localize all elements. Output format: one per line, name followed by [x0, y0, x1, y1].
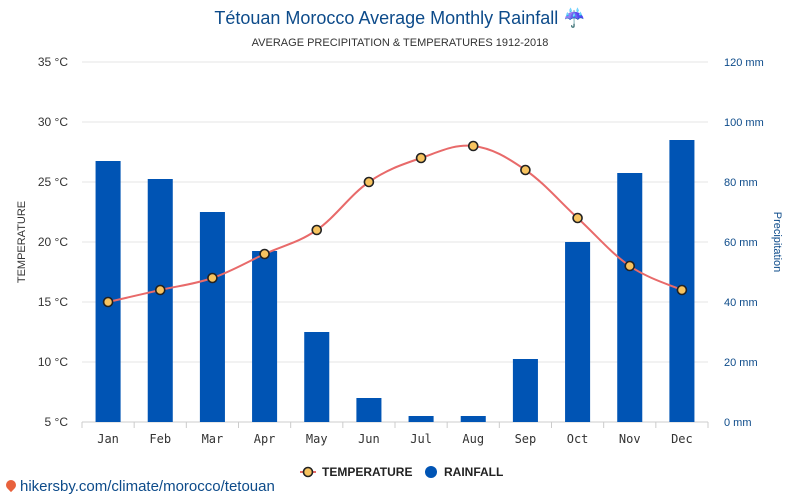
map-pin-icon: [3, 477, 19, 493]
x-tick-label: Jun: [358, 432, 380, 446]
x-tick-label: Jul: [410, 432, 432, 446]
y2-tick-label: 60 mm: [724, 237, 758, 249]
legend-item-temperature[interactable]: TEMPERATURE: [300, 465, 412, 479]
y2-axis-title: Precipitation: [771, 212, 783, 273]
rainfall-legend-marker-icon: [425, 466, 437, 478]
temperature-point: [467, 140, 479, 152]
rainfall-bar: [669, 140, 695, 422]
temperature-points: [102, 140, 688, 308]
x-tick-label: Jan: [97, 432, 119, 446]
temperature-line: [107, 144, 683, 303]
temperature-point: [520, 164, 531, 176]
left-axis-ticks: 35 °C 30 °C 25 °C 20 °C 15 °C 10 °C 5 °C: [38, 55, 68, 429]
source-link[interactable]: hikersby.com/climate/morocco/tetouan: [3, 477, 275, 495]
temperature-point: [259, 248, 270, 260]
rainfall-bar: [356, 398, 382, 422]
temperature-legend-marker-icon: [302, 466, 314, 478]
rainfall-bar: [460, 416, 486, 422]
temperature-point: [415, 152, 427, 164]
y-tick-label: 10 °C: [38, 355, 68, 369]
y-tick-label: 25 °C: [38, 175, 68, 189]
legend-temperature-label: TEMPERATURE: [322, 465, 412, 479]
rainfall-bar: [252, 251, 278, 422]
temperature-point: [154, 284, 166, 296]
temperature-point: [572, 212, 583, 224]
y2-tick-label: 120 mm: [724, 57, 764, 69]
x-tick-label: Feb: [149, 432, 171, 446]
x-tick-label: Oct: [567, 432, 589, 446]
rainfall-bar: [512, 359, 538, 422]
temperature-point: [207, 272, 218, 284]
x-tick-label: Aug: [462, 432, 484, 446]
temperature-curve: [107, 144, 683, 303]
y-tick-label: 15 °C: [38, 295, 68, 309]
y2-tick-label: 40 mm: [724, 297, 758, 309]
x-tick-label: Dec: [671, 432, 693, 446]
y2-tick-label: 20 mm: [724, 357, 758, 369]
y2-tick-label: 0 mm: [724, 417, 752, 429]
legend[interactable]: TEMPERATURE RAINFALL: [300, 465, 503, 479]
rainfall-bar: [408, 416, 434, 422]
temperature-point: [311, 224, 323, 236]
y-tick-label: 30 °C: [38, 115, 68, 129]
x-tick-label: May: [306, 432, 328, 446]
rainfall-bar: [95, 161, 121, 422]
y-axis-title: TEMPERATURE: [16, 201, 28, 283]
x-tick-label: Nov: [619, 432, 641, 446]
temperature-point: [624, 260, 636, 272]
legend-item-rainfall[interactable]: RAINFALL: [425, 465, 503, 479]
rainfall-bar: [304, 332, 330, 422]
source-link-text: hikersby.com/climate/morocco/tetouan: [20, 478, 275, 495]
temperature-point: [102, 296, 114, 308]
rainfall-bar: [147, 179, 173, 422]
rainfall-bars: [95, 140, 695, 422]
rainfall-bar: [617, 173, 643, 422]
legend-rainfall-label: RAINFALL: [444, 465, 503, 479]
chart-title: Tétouan Morocco Average Monthly Rainfall…: [214, 7, 585, 28]
chart-subtitle: AVERAGE PRECIPITATION & TEMPERATURES 191…: [252, 37, 549, 49]
y2-tick-label: 80 mm: [724, 177, 758, 189]
right-axis-ticks: 120 mm 100 mm 80 mm 60 mm 40 mm 20 mm 0 mm: [724, 57, 764, 429]
y-tick-label: 35 °C: [38, 55, 68, 69]
temperature-point: [676, 284, 688, 296]
x-tick-label: Mar: [202, 432, 224, 446]
temperature-point: [363, 176, 375, 188]
x-axis-ticks: Jan Feb Mar Apr May Jun Jul Aug Sep Oct Nov Dec: [97, 432, 693, 446]
x-tick-label: Apr: [254, 432, 276, 446]
rainfall-bar: [565, 242, 591, 422]
y-tick-label: 5 °C: [45, 415, 69, 429]
y2-tick-label: 100 mm: [724, 117, 764, 129]
y-tick-label: 20 °C: [38, 235, 68, 249]
x-tick-label: Sep: [515, 432, 537, 446]
rainfall-bar: [199, 212, 225, 422]
grid-lines: [81, 61, 709, 428]
